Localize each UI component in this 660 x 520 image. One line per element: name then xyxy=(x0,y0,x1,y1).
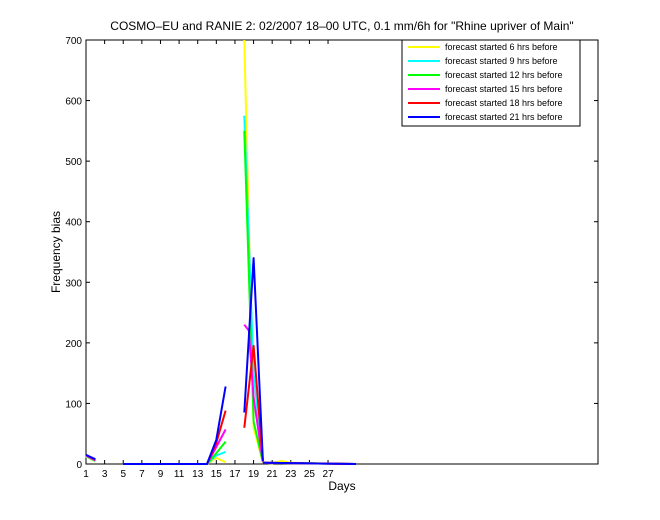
legend-entry: forecast started 15 hrs before xyxy=(445,84,563,94)
y-tick-label: 400 xyxy=(65,218,82,229)
legend-box xyxy=(401,39,581,127)
series-line xyxy=(85,453,96,461)
y-tick-label: 200 xyxy=(65,339,82,350)
x-tick-label: 5 xyxy=(120,469,126,480)
x-tick-label: 17 xyxy=(229,469,241,480)
x-tick-label: 15 xyxy=(211,469,223,480)
series-line xyxy=(243,130,264,463)
series-layer xyxy=(85,39,357,465)
x-tick-label: 3 xyxy=(102,469,108,480)
x-axis-label: Days xyxy=(328,479,355,493)
x-tick-label: 23 xyxy=(285,469,297,480)
x-tick-label: 25 xyxy=(304,469,316,480)
legend-entry: forecast started 21 hrs before xyxy=(445,112,563,122)
y-tick-label: 100 xyxy=(65,399,82,410)
legend-entry: forecast started 12 hrs before xyxy=(445,70,563,80)
chart-title: COSMO–EU and RANIE 2: 02/2007 18–00 UTC,… xyxy=(110,19,573,33)
legend-entry: forecast started 6 hrs before xyxy=(445,42,558,52)
series-line xyxy=(123,386,227,465)
series-line xyxy=(262,461,357,465)
x-ticks: 1 3 5 7 9 11 13 15 17 19 21 23 25 27 xyxy=(83,40,334,480)
series-line xyxy=(243,344,264,462)
x-tick-label: 13 xyxy=(192,469,204,480)
x-tick-label: 11 xyxy=(174,469,185,480)
legend-entry: forecast started 18 hrs before xyxy=(445,98,563,108)
x-tick-label: 19 xyxy=(248,469,260,480)
y-tick-label: 700 xyxy=(65,36,82,47)
x-tick-label: 1 xyxy=(83,469,89,480)
x-tick-label: 9 xyxy=(158,469,164,480)
y-ticks: 0 100 200 300 400 500 600 700 xyxy=(65,36,598,471)
legend: forecast started 6 hrs before forecast st… xyxy=(401,39,581,127)
x-tick-label: 21 xyxy=(267,469,279,480)
y-tick-label: 500 xyxy=(65,157,82,168)
y-axis-label: Frequency bias xyxy=(49,211,63,293)
y-tick-label: 0 xyxy=(76,460,82,471)
x-tick-label: 7 xyxy=(139,469,145,480)
legend-entry: forecast started 9 hrs before xyxy=(445,56,558,66)
series-6 xyxy=(85,257,357,465)
y-tick-label: 300 xyxy=(65,278,82,289)
x-tick-label: 27 xyxy=(322,469,334,480)
y-tick-label: 600 xyxy=(65,97,82,108)
series-line xyxy=(243,257,264,462)
